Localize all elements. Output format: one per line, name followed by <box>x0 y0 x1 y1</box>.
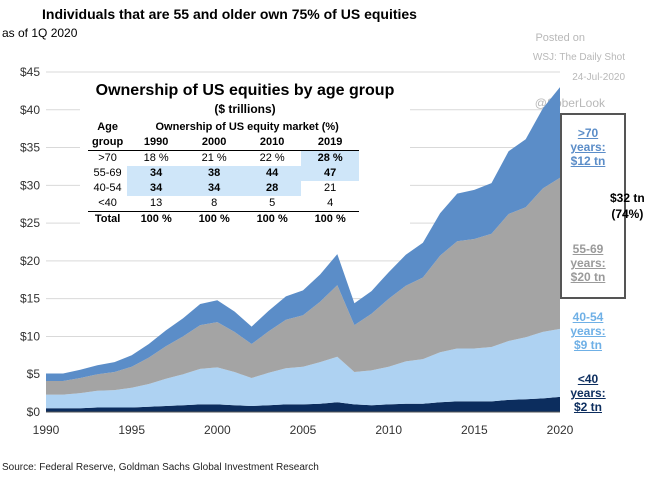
table-cell: 28 % <box>301 150 360 166</box>
source-note: Source: Federal Reserve, Goldman Sachs G… <box>2 462 319 473</box>
table-row: 40-54 34 34 28 21 <box>88 181 359 196</box>
table-cell: 4 <box>301 196 360 212</box>
table-row: 55-69 34 38 44 47 <box>88 166 360 181</box>
y-tick-label: $10 <box>20 329 40 343</box>
table-cell: 21 % <box>201 152 227 164</box>
label-gt70-value: $12 tn <box>570 154 606 168</box>
ownership-table-panel: Ownership of US equities by age group ($… <box>80 80 410 236</box>
span-header: Ownership of US equity market (%) <box>155 121 339 133</box>
label-lt40-group: <40 <box>577 372 599 386</box>
label-55-69-value: $20 tn <box>570 270 606 284</box>
chart-areas <box>46 87 560 412</box>
table-cell: 47 <box>301 166 360 181</box>
row-group: <40 <box>88 196 128 212</box>
table-cell: 100 % <box>314 213 346 225</box>
y-tick-label: $5 <box>27 367 41 381</box>
watermark-date: 24-Jul-2020 <box>572 72 625 83</box>
year-header: 2010 <box>243 135 302 151</box>
x-tick-label: 1990 <box>33 423 60 437</box>
row-group: 55-69 <box>93 167 122 179</box>
table-cell: 18 % <box>143 152 169 164</box>
y-tick-label: $40 <box>20 103 40 117</box>
x-tick-label: 2015 <box>461 423 488 437</box>
row-group: >70 <box>98 152 117 164</box>
y-tick-label: $20 <box>20 254 40 268</box>
year-header: 2019 <box>301 135 360 151</box>
label-40-54: 40-54 years: $9 tn <box>565 310 611 352</box>
table-cell: 34 <box>127 166 186 181</box>
watermark-source: WSJ: The Daily Shot <box>532 52 625 63</box>
table-title: Ownership of US equities by age group <box>95 82 395 99</box>
table-cell: 13 <box>127 196 186 212</box>
x-tick-label: 2020 <box>547 423 574 437</box>
age-header: Age <box>97 121 118 133</box>
header-title: Individuals that are 55 and older own 75… <box>42 6 417 22</box>
table-cell: 5 <box>243 196 302 212</box>
y-tick-label: $0 <box>27 405 41 419</box>
ownership-table: Age Ownership of US equity market (%) gr… <box>88 120 360 228</box>
table-row: >70 18 % 21 % 22 % 28 % <box>88 150 360 166</box>
total-over-55-label: $32 tn (74%) <box>610 190 645 222</box>
area-series <box>46 87 560 381</box>
year-header: 1990 <box>127 135 186 151</box>
label-gt70-group: >70 <box>577 126 599 140</box>
total-value: $32 tn <box>610 191 645 205</box>
table-row: <40 13 8 5 4 <box>88 196 360 212</box>
x-tick-label: 2000 <box>204 423 231 437</box>
x-tick-label: 1995 <box>118 423 145 437</box>
area-series <box>46 328 560 409</box>
table-cell: 21 <box>324 182 337 194</box>
table-cell: 38 <box>185 166 244 181</box>
table-row: Total 100 % 100 % 100 % 100 % <box>88 212 359 228</box>
table-cell: 100 % <box>140 213 172 225</box>
table-cell: 34 <box>185 181 244 196</box>
table-cell: 100 % <box>198 213 230 225</box>
table-cell: 34 <box>127 181 186 196</box>
table-cell: 22 % <box>259 152 285 164</box>
label-lt40-years: years: <box>570 386 606 400</box>
table-cell: 100 % <box>256 213 288 225</box>
total-share: (74%) <box>611 207 644 221</box>
y-tick-label: $35 <box>20 141 40 155</box>
y-tick-label: $15 <box>20 292 40 306</box>
label-55-69: 55-69 years: $20 tn <box>565 242 611 284</box>
row-group: Total <box>94 213 121 225</box>
year-header: 2000 <box>185 135 244 151</box>
chart-axes: $0 $5 $10 $15 $20 $25 $30 $35 $40 $45 1990 1995 2000… <box>20 65 574 437</box>
table-cell: 44 <box>243 166 302 181</box>
label-40-54-group: 40-54 <box>572 310 604 324</box>
label-lt40: <40 years: $2 tn <box>565 372 611 414</box>
label-lt40-value: $2 tn <box>573 400 602 414</box>
label-40-54-years: years: <box>570 324 606 338</box>
label-55-69-years: years: <box>570 256 606 270</box>
table-cell: 8 <box>185 196 244 212</box>
y-tick-label: $45 <box>20 65 40 79</box>
table-cell: 28 <box>243 181 302 196</box>
group-header: group <box>88 135 128 151</box>
label-40-54-value: $9 tn <box>573 338 602 352</box>
y-tick-label: $25 <box>20 216 40 230</box>
area-series <box>46 396 560 412</box>
header-subtitle: as of 1Q 2020 <box>2 26 78 40</box>
over-55-bracket <box>560 113 626 299</box>
label-gt70: >70 years: $12 tn <box>565 126 611 168</box>
watermark-posted: Posted on <box>535 32 585 44</box>
y-tick-label: $30 <box>20 178 40 192</box>
x-tick-label: 2005 <box>290 423 317 437</box>
x-tick-label: 2010 <box>375 423 402 437</box>
area-series <box>46 177 560 395</box>
row-group: 40-54 <box>93 182 122 194</box>
table-unit: ($ trillions) <box>214 102 276 116</box>
label-55-69-group: 55-69 <box>572 242 604 256</box>
label-gt70-years: years: <box>570 140 606 154</box>
